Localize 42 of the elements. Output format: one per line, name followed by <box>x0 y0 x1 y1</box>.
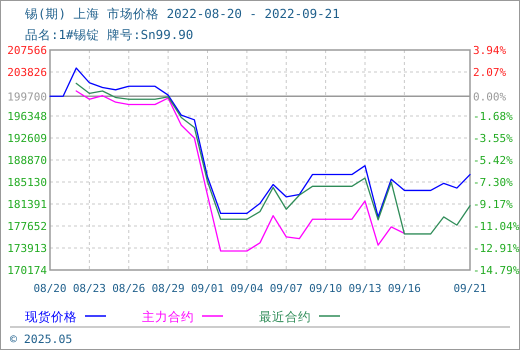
legend-label: 主力合约 <box>142 309 194 324</box>
y2-tick-label: 0.00% <box>473 90 506 104</box>
x-tick-label: 09/01 <box>190 282 224 295</box>
x-tick-label: 08/20 <box>33 282 67 295</box>
y2-tick-label: 3.94% <box>473 44 506 57</box>
y2-tick-label: -12.91% <box>473 242 520 255</box>
y2-tick-label: -14.79% <box>473 264 520 277</box>
y2-tick-label: -11.04% <box>473 220 520 233</box>
y2-tick-label: -9.17% <box>473 198 514 211</box>
line-series <box>76 90 406 252</box>
x-tick-label: 08/23 <box>72 282 106 295</box>
y-tick-label: 177652 <box>7 220 47 233</box>
chart-subtitle: 品名:1#锡锭 牌号:Sn99.90 <box>25 27 194 42</box>
x-tick-label: 08/29 <box>152 282 185 295</box>
x-tick-label: 09/07 <box>270 282 303 295</box>
line-series <box>76 82 471 235</box>
y-tick-label: 203826 <box>7 66 47 80</box>
y-tick-label: 170174 <box>7 264 48 277</box>
chart-title: 锡(期) 上海 市场价格 2022-08-20 - 2022-09-21 <box>24 6 340 21</box>
text: © 2025.05 <box>10 332 72 346</box>
y-tick-label: 207566 <box>7 44 47 57</box>
y2-tick-label: -3.55% <box>473 132 514 145</box>
y-tick-label: 196348 <box>7 110 47 123</box>
y-tick-label: 185130 <box>7 176 47 190</box>
x-tick-label: 09/16 <box>388 282 421 295</box>
y-tick-label: 181391 <box>7 198 47 212</box>
x-tick-label: 09/13 <box>348 282 382 295</box>
y2-tick-label: -7.30% <box>473 176 514 190</box>
y-tick-label: 199700 <box>7 90 47 104</box>
y-tick-label: 192609 <box>7 132 47 145</box>
x-tick-label: 09/21 <box>453 282 487 295</box>
x-tick-label: 09/10 <box>309 282 342 295</box>
y-tick-label: 188870 <box>7 154 47 167</box>
legend-label: 最近合约 <box>259 309 311 324</box>
y2-tick-label: 2.07% <box>473 66 506 79</box>
y2-tick-label: -5.42% <box>473 154 514 167</box>
x-tick-label: 08/26 <box>112 282 146 295</box>
line-series <box>49 67 471 218</box>
legend-label: 现货价格 <box>25 309 77 324</box>
x-tick-label: 09/04 <box>230 282 264 295</box>
y2-tick-label: -1.68% <box>473 110 514 124</box>
y-tick-label: 173913 <box>7 242 47 255</box>
